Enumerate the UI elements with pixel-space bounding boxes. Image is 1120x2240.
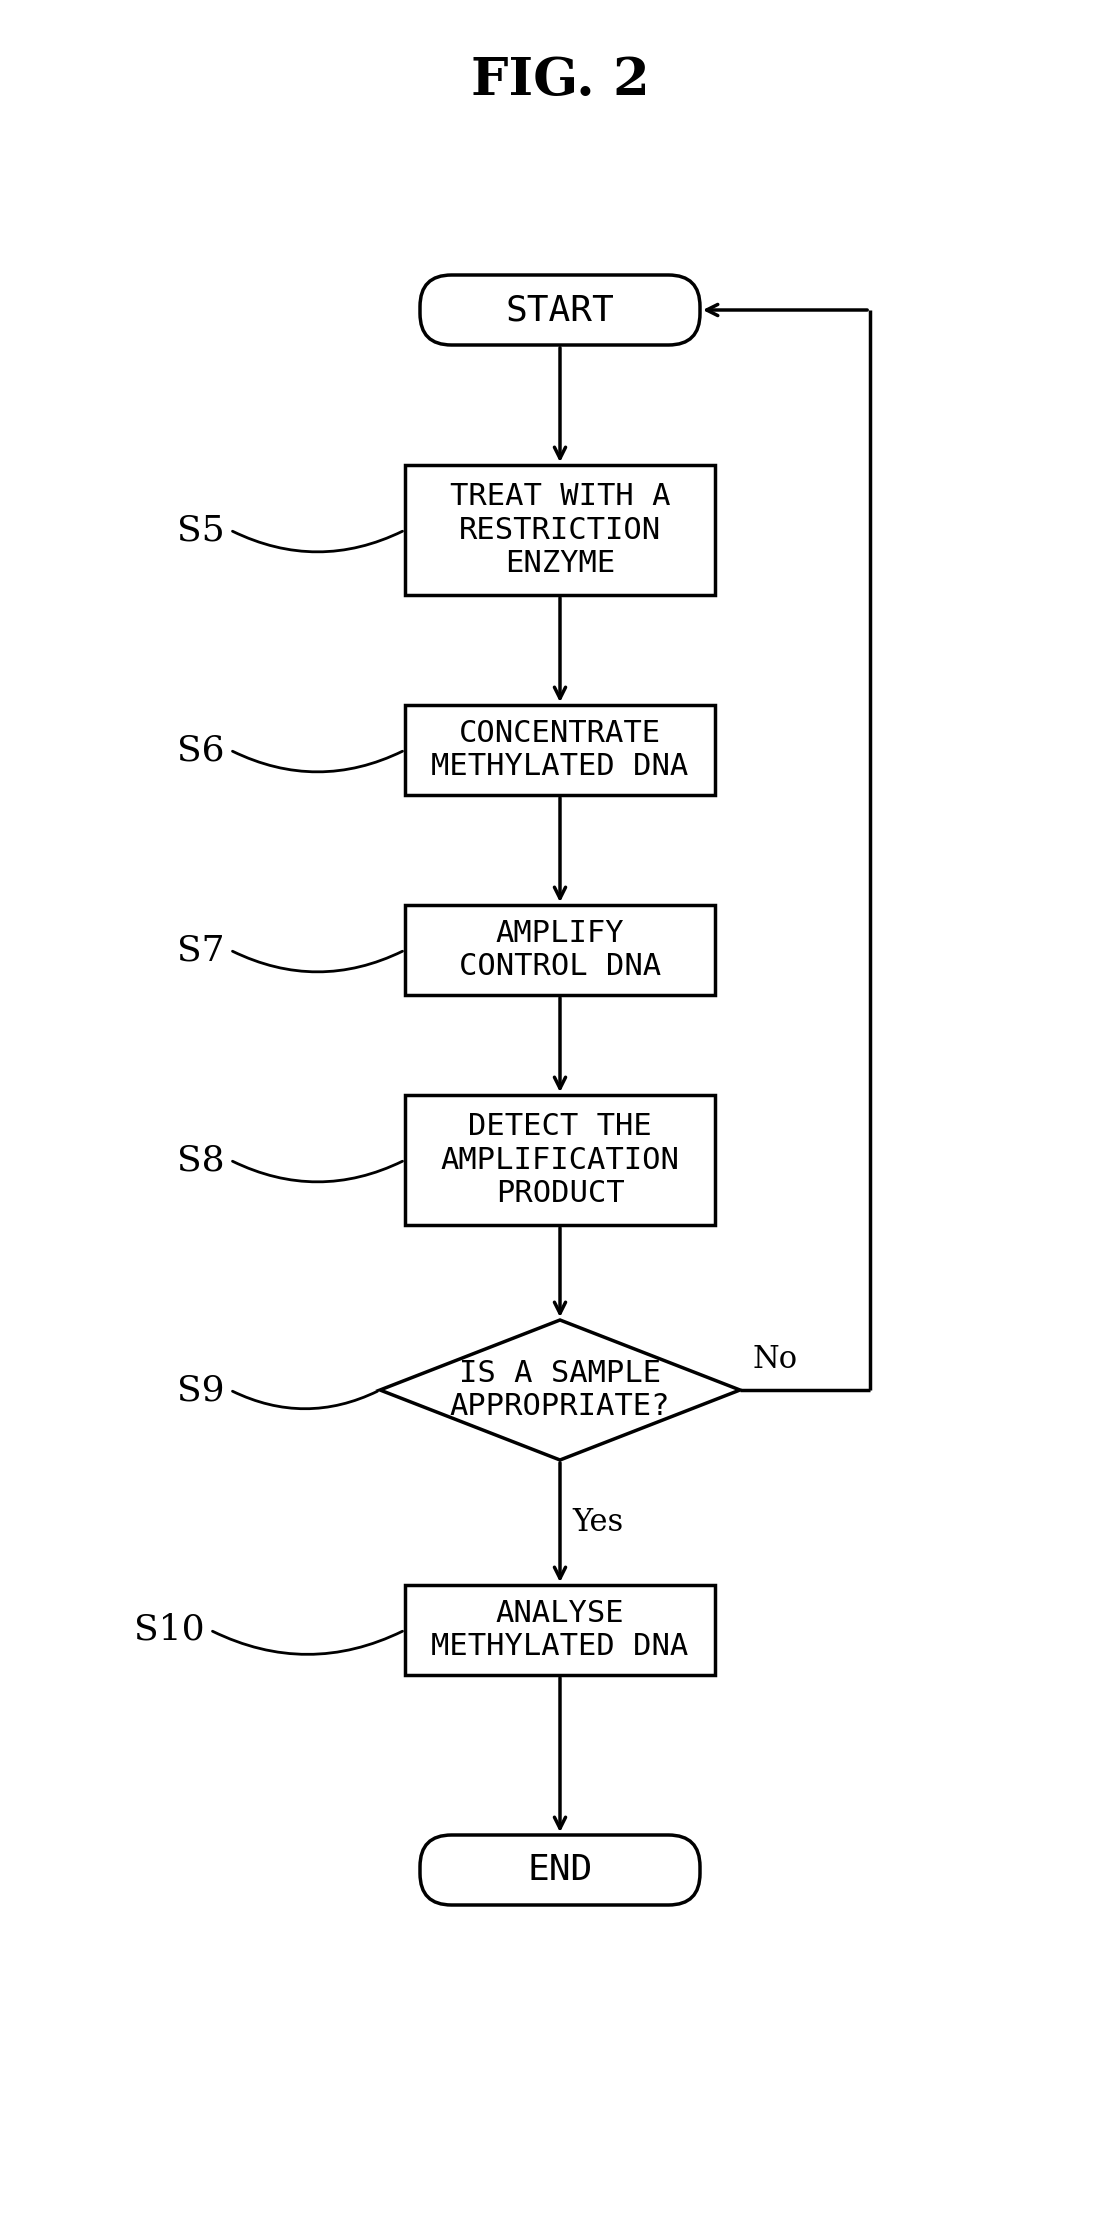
Bar [405,1095,715,1225]
Bar [405,905,715,995]
Text: CONCENTRATE
METHYLATED DNA: CONCENTRATE METHYLATED DNA [431,719,689,782]
FancyBboxPatch shape [420,276,700,345]
FancyArrowPatch shape [233,1391,377,1409]
Text: S10: S10 [134,1613,205,1646]
FancyBboxPatch shape [420,1835,700,1904]
FancyArrowPatch shape [233,750,402,773]
Text: FIG. 2: FIG. 2 [470,54,650,105]
FancyArrowPatch shape [213,1631,402,1655]
Bar [405,706,715,795]
Bar [405,466,715,596]
Text: AMPLIFY
CONTROL DNA: AMPLIFY CONTROL DNA [459,918,661,981]
FancyArrowPatch shape [233,531,402,551]
Text: DETECT THE
AMPLIFICATION
PRODUCT: DETECT THE AMPLIFICATION PRODUCT [440,1111,680,1207]
Bar [405,1586,715,1676]
Text: No: No [752,1344,797,1375]
Text: END: END [528,1852,592,1886]
Text: Yes: Yes [572,1508,623,1539]
Text: S5: S5 [177,513,225,547]
Text: START: START [505,293,615,327]
FancyArrowPatch shape [233,952,402,972]
FancyArrowPatch shape [233,1160,402,1183]
Text: IS A SAMPLE
APPROPRIATE?: IS A SAMPLE APPROPRIATE? [450,1360,670,1422]
Text: S7: S7 [177,934,225,968]
Text: S9: S9 [177,1373,225,1407]
Text: TREAT WITH A
RESTRICTION
ENZYME: TREAT WITH A RESTRICTION ENZYME [450,482,670,578]
Text: S6: S6 [177,732,225,766]
Polygon shape [380,1319,740,1460]
Text: ANALYSE
METHYLATED DNA: ANALYSE METHYLATED DNA [431,1599,689,1662]
Text: S8: S8 [177,1142,225,1176]
